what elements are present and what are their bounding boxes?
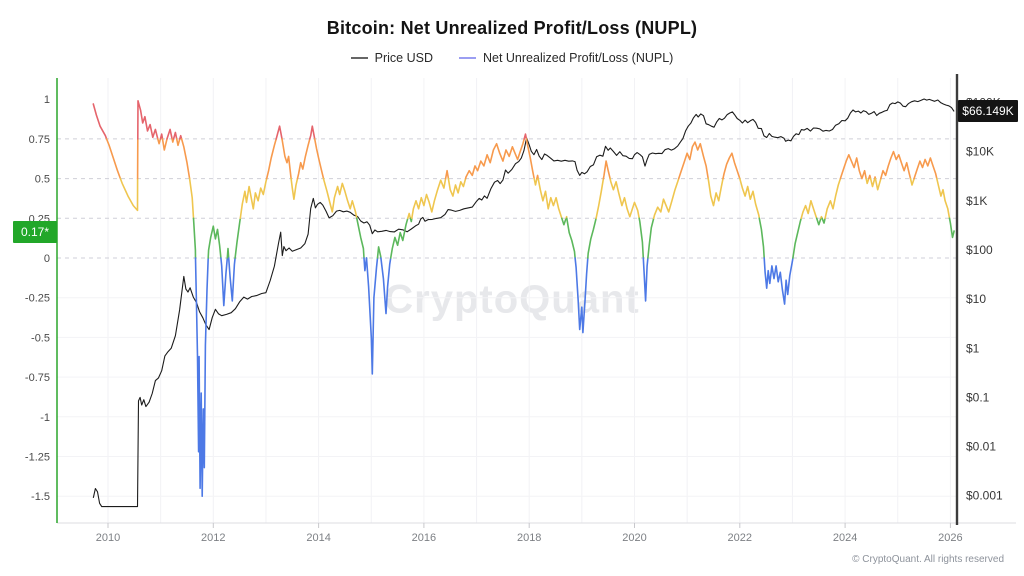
svg-text:-1.25: -1.25 <box>25 452 50 464</box>
legend-item-price[interactable]: Price USD <box>350 51 433 65</box>
vertical-gridlines <box>107 78 951 523</box>
price-line <box>92 98 955 508</box>
svg-text:-0.5: -0.5 <box>31 332 50 344</box>
svg-text:$100: $100 <box>966 243 993 257</box>
svg-text:2026: 2026 <box>938 532 962 544</box>
right-axis-labels: $100K$10K$1K$100$10$1$0.1$0.01$0.001 <box>966 96 1003 503</box>
svg-text:2024: 2024 <box>833 532 857 544</box>
horizontal-gridlines <box>57 138 957 497</box>
nupl-line-swatch-icon <box>458 57 476 59</box>
nupl-current-value-badge: 0.17* <box>13 221 57 243</box>
svg-text:$0.1: $0.1 <box>966 390 990 404</box>
nupl-line <box>92 100 955 498</box>
svg-text:$0.001: $0.001 <box>966 489 1003 503</box>
svg-text:2022: 2022 <box>728 532 752 544</box>
svg-text:2016: 2016 <box>412 532 436 544</box>
legend-item-nupl[interactable]: Net Unrealized Profit/Loss (NUPL) <box>458 51 674 65</box>
svg-text:0.5: 0.5 <box>35 174 50 186</box>
axis-spines <box>56 74 959 525</box>
svg-text:-0.75: -0.75 <box>25 372 50 384</box>
svg-text:2018: 2018 <box>517 532 541 544</box>
svg-text:$1K: $1K <box>966 194 987 208</box>
page-title: Bitcoin: Net Unrealized Profit/Loss (NUP… <box>326 18 698 38</box>
svg-text:0.75: 0.75 <box>29 134 50 146</box>
svg-text:$10: $10 <box>966 292 986 306</box>
copyright-footer: © CryptoQuant. All rights reserved <box>852 554 1004 565</box>
x-axis: 2010 2012 2014 2016 2018 2020 2022 2024 2026 <box>57 522 1016 544</box>
cryptoquant-watermark: CryptoQuant <box>384 277 640 322</box>
svg-text:-1: -1 <box>40 412 50 424</box>
svg-text:2014: 2014 <box>306 532 330 544</box>
svg-text:0: 0 <box>44 253 50 265</box>
svg-text:-1.5: -1.5 <box>31 491 50 503</box>
svg-text:$10K: $10K <box>966 145 994 159</box>
legend: Price USD Net Unrealized Profit/Loss (NU… <box>0 51 1024 65</box>
svg-text:$0.01: $0.01 <box>966 440 996 454</box>
svg-text:2010: 2010 <box>96 532 120 544</box>
svg-text:2012: 2012 <box>201 532 225 544</box>
svg-text:2020: 2020 <box>622 532 646 544</box>
legend-label-price: Price USD <box>374 51 433 65</box>
svg-text:-0.25: -0.25 <box>25 293 50 305</box>
left-axis-labels: 10.750.50.250-0.25-0.5-0.75-1-1.25-1.5 <box>25 94 50 503</box>
price-current-value-badge: $66.149K <box>958 100 1018 122</box>
price-line-swatch-icon <box>350 57 368 59</box>
legend-label-nupl: Net Unrealized Profit/Loss (NUPL) <box>482 51 674 65</box>
svg-text:$1: $1 <box>966 341 980 355</box>
svg-text:1: 1 <box>44 94 50 106</box>
